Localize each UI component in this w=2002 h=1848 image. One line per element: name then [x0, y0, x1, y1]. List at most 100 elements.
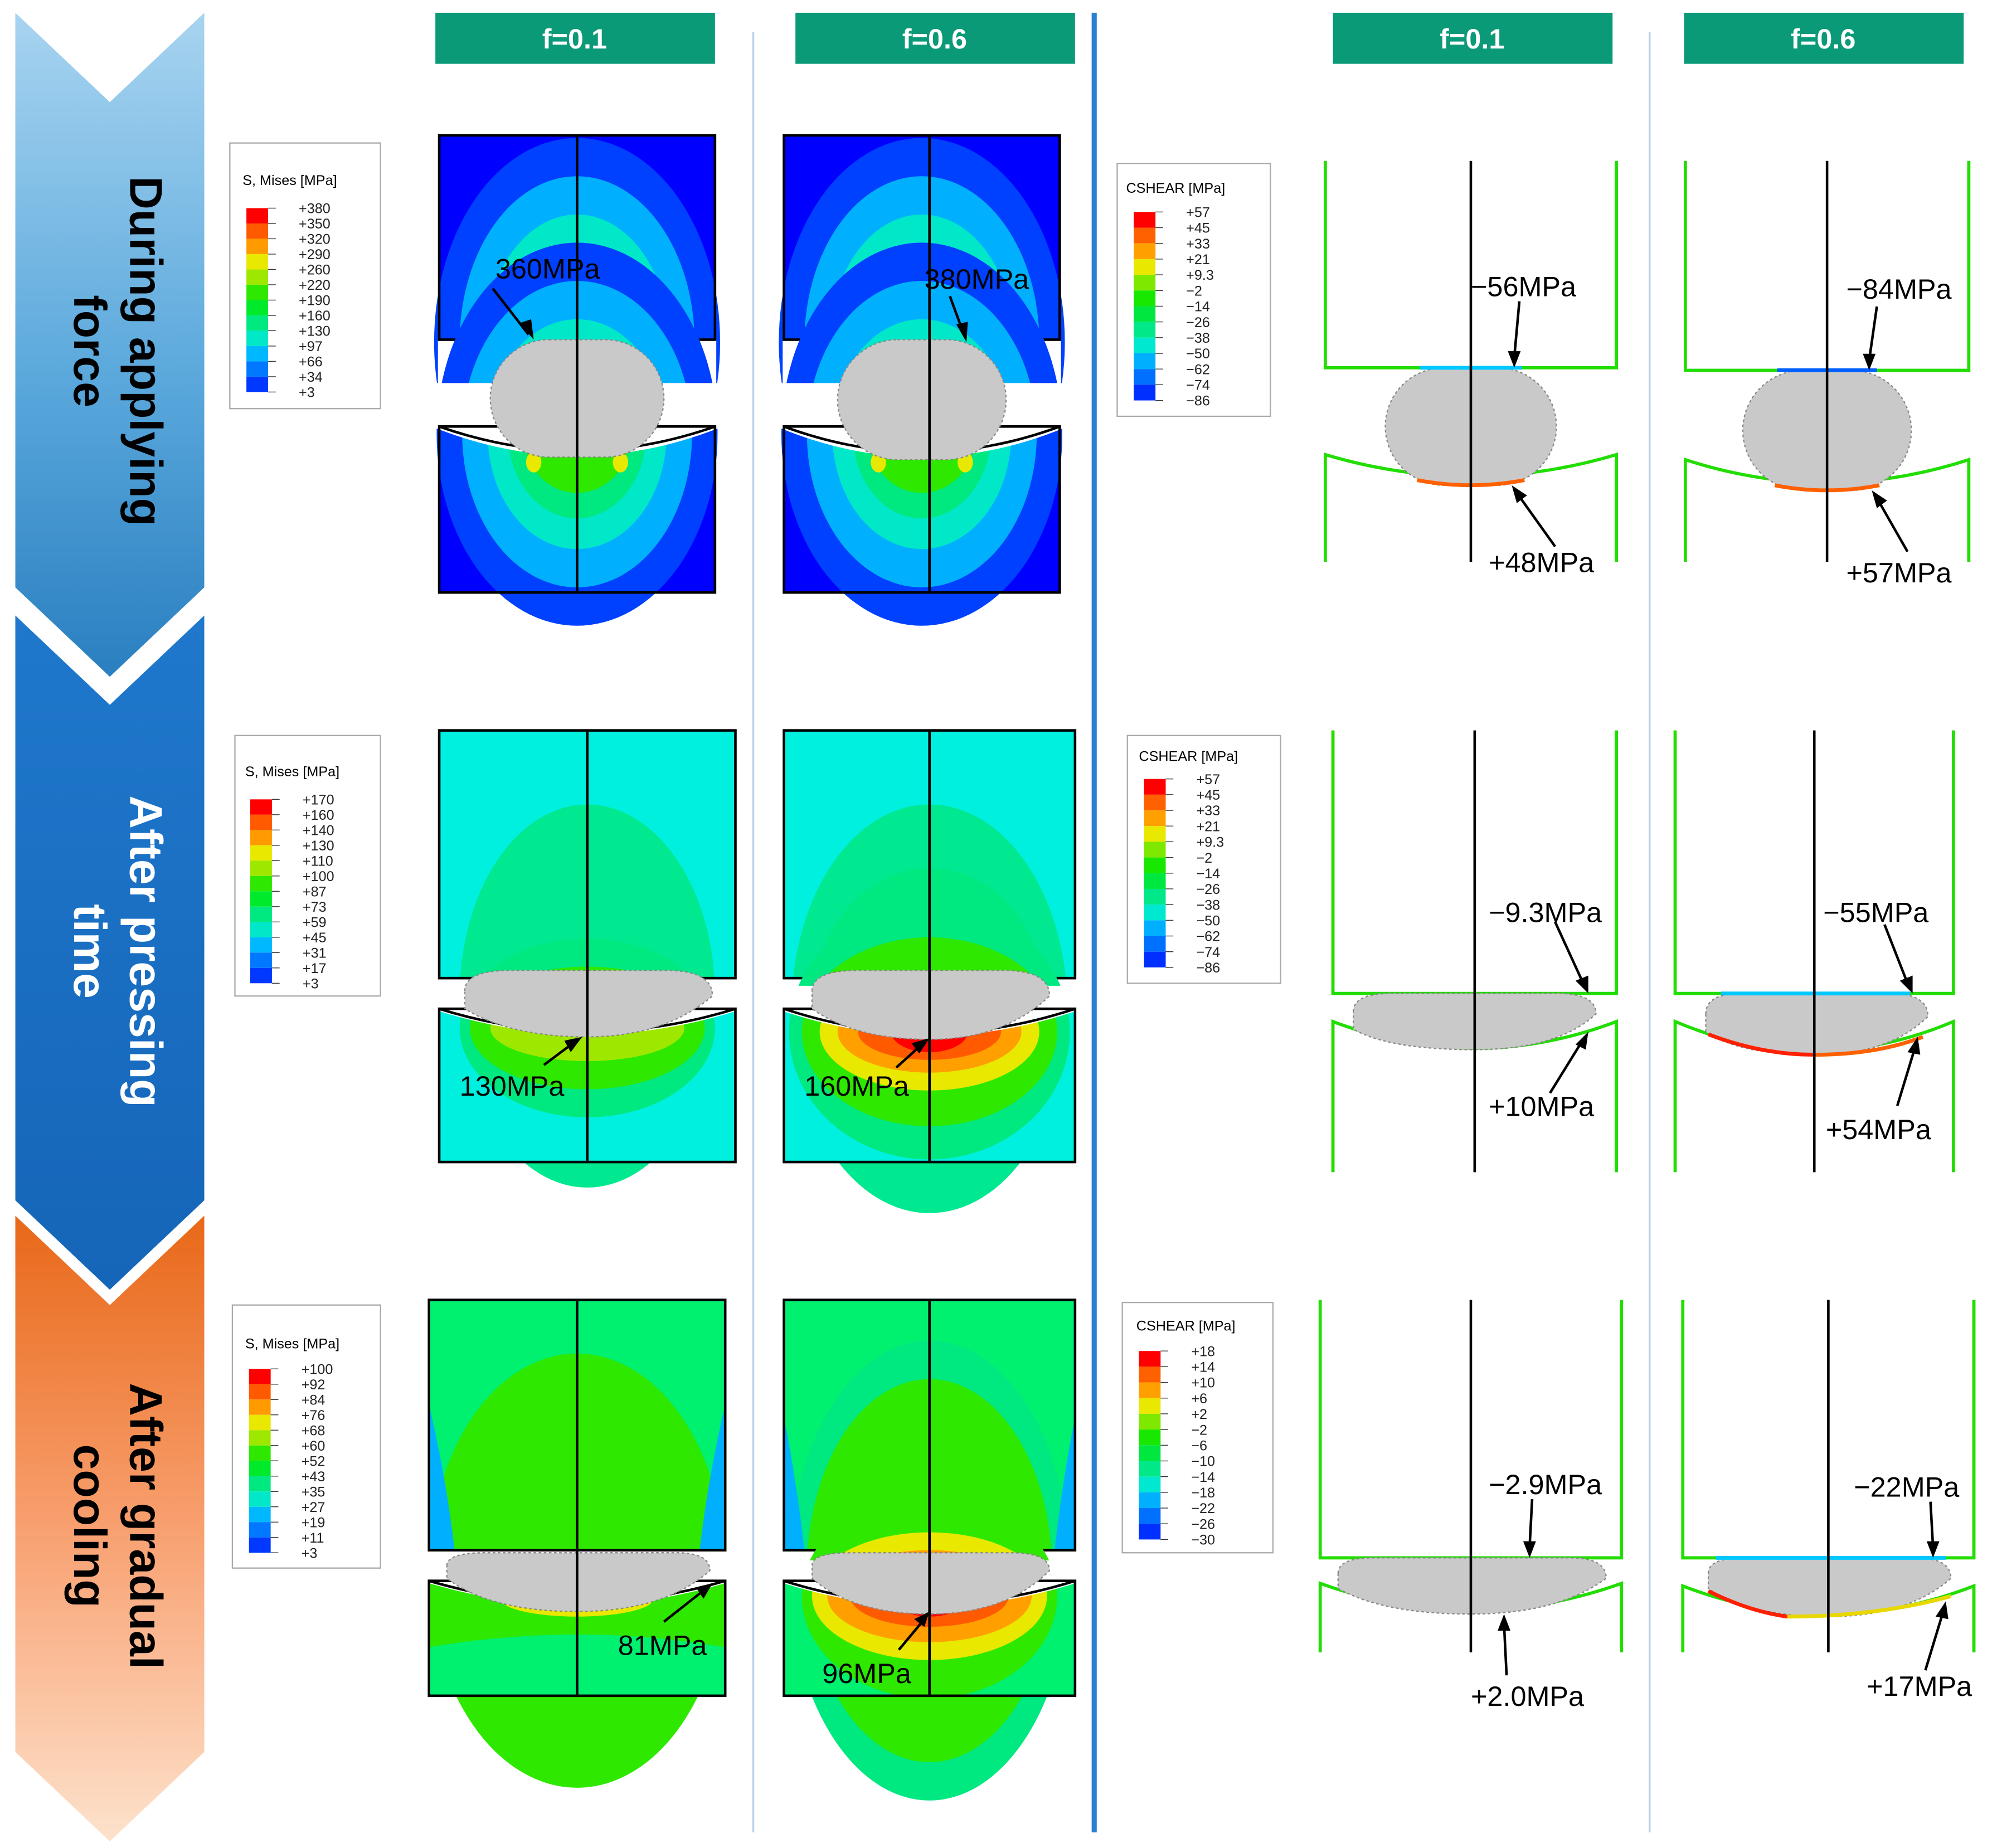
mises-annotation: 160MPa: [804, 1070, 910, 1102]
legend-tick-label: +3: [299, 385, 315, 401]
cshear-top-annotation: −56MPa: [1471, 271, 1577, 303]
legend-color-band: [1134, 243, 1156, 259]
legend-tick-label: −2: [1196, 850, 1212, 866]
mises-panel-r3-f01: [421, 1299, 733, 1788]
legend-tick-label: +3: [303, 976, 319, 991]
legend-tick-label: −30: [1191, 1533, 1215, 1548]
legend-tick-label: +34: [299, 369, 323, 385]
cshear-bottom-annotation: +2.0MPa: [1471, 1680, 1585, 1712]
legend-title: S, Mises [MPa]: [242, 173, 337, 188]
legend-tick-label: −86: [1186, 393, 1210, 409]
legend-tick-label: +100: [302, 1361, 333, 1377]
legend-tick-label: −26: [1196, 882, 1220, 897]
legend-tick-label: −6: [1191, 1438, 1207, 1453]
legend-color-band: [250, 814, 272, 830]
header-label: f=0.1: [1440, 23, 1504, 55]
legend-color-band: [246, 254, 269, 270]
legend-color-band: [249, 1522, 271, 1538]
legend-color-band: [249, 1399, 271, 1415]
legend-tick-label: +27: [302, 1500, 325, 1515]
legend-color-band: [1139, 1508, 1161, 1524]
legend-tick-label: +110: [303, 853, 333, 869]
stage-1-line-1: During applying: [120, 176, 172, 526]
mises-legend-stage-1: S, Mises [MPa] +380+350+320+290+260+220+…: [229, 142, 381, 410]
legend-tick-label: +160: [303, 808, 334, 823]
legend-color-band: [250, 967, 272, 984]
legend-tick-label: +45: [1186, 221, 1210, 236]
legend-tick-label: −62: [1196, 929, 1220, 945]
legend-tick-label: +92: [302, 1377, 325, 1393]
legend-color-band: [250, 876, 272, 892]
header-f01-cshear: [1333, 12, 1613, 64]
legend-tick-label: +9.3: [1186, 268, 1214, 283]
legend-tick-label: +31: [303, 945, 327, 961]
cshear-panel-r3-f01: [1318, 1300, 1624, 1676]
legend-tick-label: −2: [1186, 283, 1202, 299]
legend-color-band: [249, 1384, 271, 1400]
legend-tick-label: −26: [1186, 315, 1210, 330]
legend-tick-label: +18: [1191, 1344, 1215, 1359]
legend-color-band: [246, 376, 269, 392]
legend-color-band: [246, 346, 269, 362]
legend-tick-label: +35: [302, 1484, 325, 1500]
legend-color-band: [1134, 275, 1156, 291]
cshear-legend-stage-2: CSHEAR [MPa] +57+45+33+21+9.3−2−14−26−38…: [1126, 735, 1281, 984]
legend-color-band: [1144, 873, 1166, 889]
legend-color-band: [250, 860, 272, 876]
stage-arrow-2: [15, 615, 205, 1290]
cshear-top-annotation: −22MPa: [1854, 1471, 1960, 1502]
legend-color-band: [1144, 920, 1166, 936]
legend-tick-label: −10: [1191, 1454, 1215, 1470]
cshear-legend-stage-1: CSHEAR [MPa] +57+45+33+21+9.3−2−14−26−38…: [1116, 163, 1271, 417]
legend-tick-label: +57: [1196, 772, 1220, 787]
legend-color-band: [1134, 337, 1156, 354]
legend-tick-label: +84: [302, 1392, 325, 1408]
legend-color-band: [1139, 1366, 1161, 1383]
legend-color-band: [1144, 810, 1166, 826]
legend-color-band: [1139, 1429, 1161, 1446]
legend-color-band: [1144, 904, 1166, 921]
header-label: f=0.1: [542, 23, 607, 55]
legend-tick-label: +87: [303, 884, 327, 899]
legend-tick-label: +76: [302, 1408, 325, 1423]
legend-tick-label: +130: [303, 838, 334, 854]
legend-color-band: [1139, 1524, 1161, 1540]
legend-color-band: [250, 952, 272, 968]
legend-tick-label: +160: [299, 308, 331, 324]
legend-color-band: [249, 1369, 271, 1384]
legend-tick-label: +68: [302, 1423, 325, 1438]
legend-color-band: [1139, 1398, 1161, 1414]
legend-tick-label: −14: [1186, 299, 1210, 315]
stage-2-line-1: After pressing: [120, 795, 172, 1107]
legend-color-band: [246, 239, 269, 254]
legend-color-band: [250, 922, 272, 937]
legend-color-band: [249, 1445, 271, 1461]
mises-panel-r2-f01: [431, 729, 744, 1188]
mises-legend-stage-2: S, Mises [MPa] +170+160+140+130+110+100+…: [234, 735, 381, 997]
legend-tick-label: −86: [1196, 960, 1220, 976]
legend-tick-label: +220: [299, 278, 331, 293]
stage-arrow-3: [15, 1215, 205, 1842]
stage-arrow-1: [15, 12, 205, 677]
mises-annotation: 130MPa: [460, 1070, 565, 1102]
legend-color-band: [249, 1491, 271, 1507]
cshear-bottom-annotation: +10MPa: [1489, 1091, 1595, 1122]
header-f06-cshear: [1684, 12, 1964, 64]
legend-color-band: [1144, 779, 1166, 795]
legend-tick-label: −14: [1191, 1470, 1215, 1485]
legend-color-band: [1134, 353, 1156, 369]
legend-color-band: [1134, 259, 1156, 275]
legend-tick-label: +260: [299, 262, 331, 278]
legend-tick-label: +17: [303, 961, 327, 976]
legend-color-band: [1134, 306, 1156, 322]
legend-tick-label: +52: [302, 1453, 325, 1469]
legend-tick-label: +9.3: [1196, 835, 1224, 850]
cshear-bottom-annotation: +48MPa: [1489, 546, 1595, 578]
legend-color-band: [249, 1430, 271, 1446]
legend-color-band: [246, 300, 269, 315]
legend-color-band: [250, 830, 272, 845]
legend-color-band: [1144, 936, 1166, 952]
legend-tick-label: −38: [1196, 897, 1220, 913]
legend-tick-label: +290: [299, 247, 331, 262]
legend-tick-label: +6: [1191, 1391, 1207, 1407]
